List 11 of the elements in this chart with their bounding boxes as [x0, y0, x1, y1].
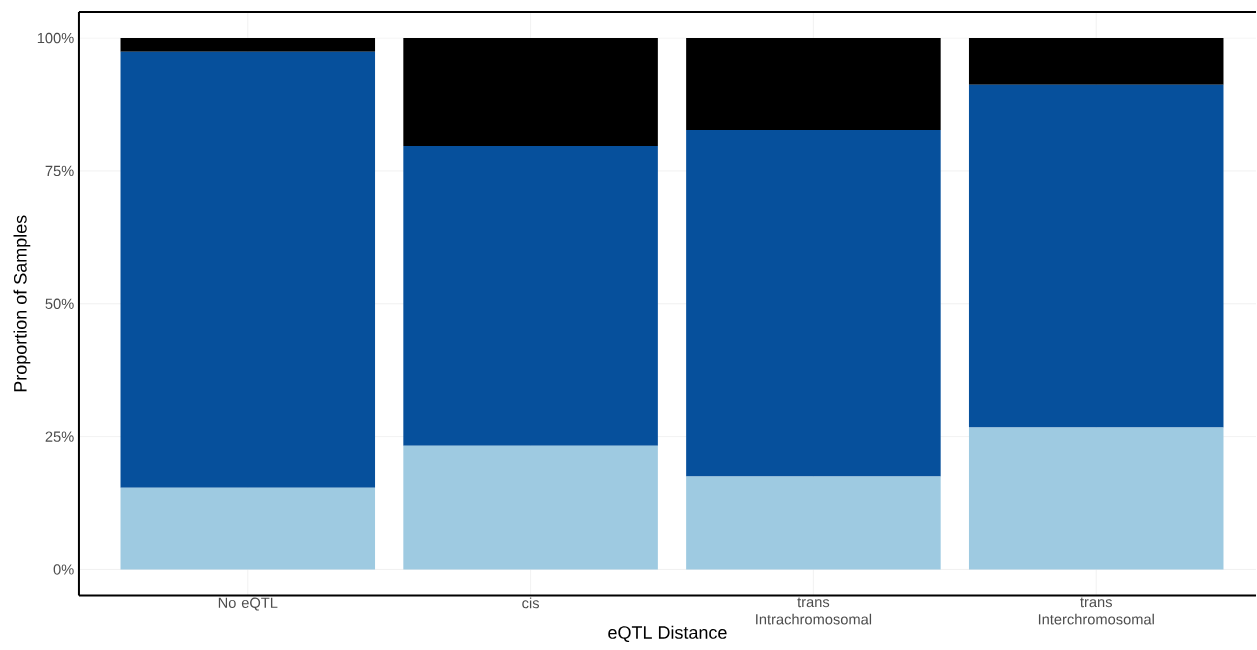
x-axis-title: eQTL Distance [608, 625, 727, 642]
x-tick-label: No eQTL [218, 597, 278, 611]
x-tick-label: cis [522, 597, 540, 609]
y-tick-label: 25% [45, 431, 74, 442]
y-tick-label: 0% [53, 564, 74, 575]
y-tick-label: 75% [45, 165, 74, 176]
y-axis-title: Proportion of Samples [13, 215, 31, 392]
x-tick-label: trans Interchromosomal [1038, 597, 1154, 625]
x-tick-label: trans Intrachromosomal [756, 597, 872, 625]
y-tick-label: 100% [37, 32, 74, 43]
y-tick-label: 50% [45, 298, 74, 309]
